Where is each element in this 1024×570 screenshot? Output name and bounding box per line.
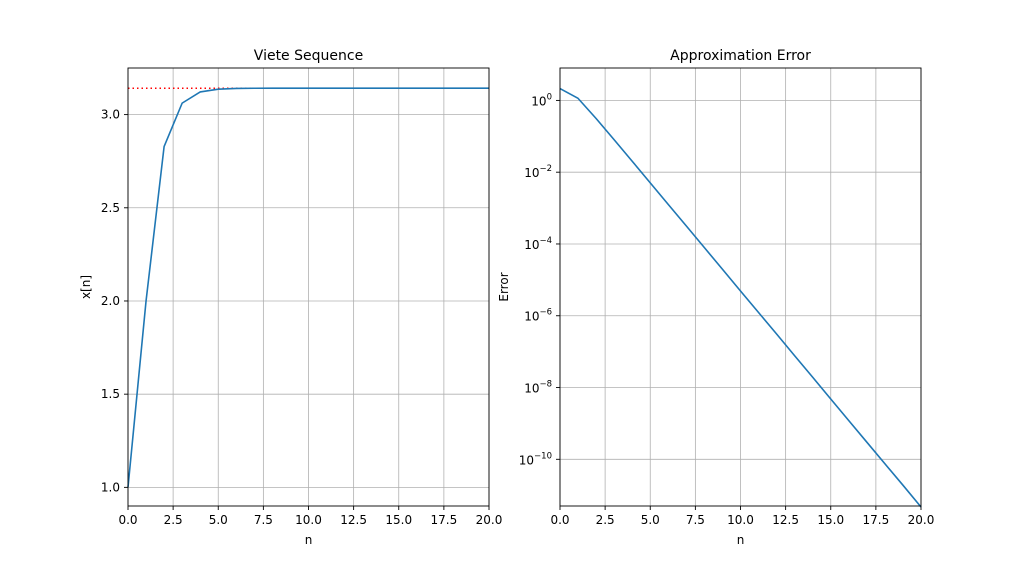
y-tick-label: 3.0 <box>101 108 120 122</box>
y-tick-label: 2.5 <box>101 201 120 215</box>
x-tick-label: 2.5 <box>164 513 183 527</box>
chart-title: Approximation Error <box>670 48 811 64</box>
y-tick-label: 10−2 <box>524 164 552 180</box>
y-axis-label: x[n] <box>79 275 93 299</box>
x-tick-label: 15.0 <box>385 513 412 527</box>
y-tick-label: 2.0 <box>101 294 120 308</box>
y-tick-label: 10−10 <box>519 451 552 467</box>
x-tick-label: 0.0 <box>550 513 569 527</box>
y-axis-label: Error <box>497 272 511 301</box>
x-tick-label: 7.5 <box>686 513 705 527</box>
y-tick-label: 1.5 <box>101 387 120 401</box>
x-tick-label: 5.0 <box>209 513 228 527</box>
x-tick-label: 17.5 <box>863 513 890 527</box>
x-tick-label: 12.5 <box>772 513 799 527</box>
series-line <box>127 87 489 488</box>
x-tick-label: 2.5 <box>596 513 615 527</box>
x-tick-label: 17.5 <box>431 513 458 527</box>
x-tick-label: 7.5 <box>254 513 273 527</box>
x-tick-label: 12.5 <box>340 513 367 527</box>
y-tick-label: 10−8 <box>524 380 552 396</box>
x-axis-label: n <box>737 533 745 547</box>
y-tick-label: 1.0 <box>101 480 120 494</box>
x-tick-label: 20.0 <box>908 513 935 527</box>
x-axis-label: n <box>305 533 313 547</box>
series-line <box>559 87 922 508</box>
x-tick-label: 10.0 <box>727 513 754 527</box>
y-tick-label: 10−4 <box>524 236 552 252</box>
x-tick-label: 10.0 <box>295 513 322 527</box>
x-tick-label: 0.0 <box>118 513 137 527</box>
viete-sequence-chart: 0.0 2.5 5.0 7.5 10.0 12.5 15.0 17.5 20.0 1.0 1.5 2.… <box>79 48 502 547</box>
y-tick-label: 100 <box>531 92 552 108</box>
x-tick-label: 15.0 <box>817 513 844 527</box>
x-tick-label: 20.0 <box>476 513 503 527</box>
approximation-error-chart: 0.0 2.5 5.0 7.5 10.0 12.5 15.0 17.5 20.0 100 10−2 1… <box>497 48 934 547</box>
y-tick-label: 10−6 <box>524 308 552 324</box>
chart-title: Viete Sequence <box>254 48 363 64</box>
x-tick-label: 5.0 <box>641 513 660 527</box>
